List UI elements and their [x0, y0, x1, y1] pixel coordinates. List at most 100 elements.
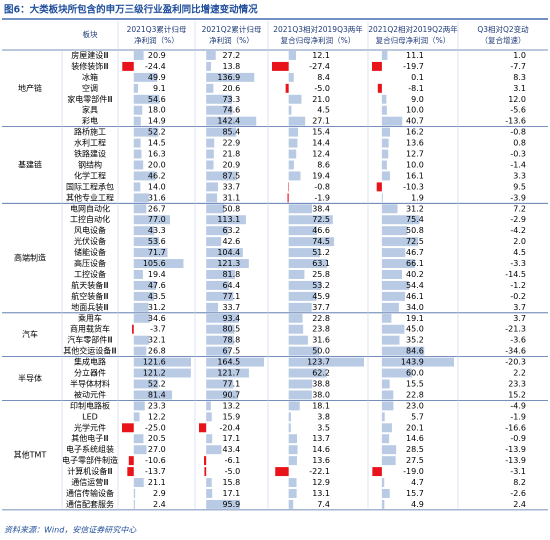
data-bar: [288, 51, 297, 60]
data-bar: [206, 478, 212, 487]
cell-value: -14.5: [505, 270, 526, 279]
cell-value: 19.4: [312, 171, 330, 180]
source-note: 资料来源：Wind，安信证券研究中心: [4, 526, 137, 535]
row-label: 装修装饰Ⅲ: [71, 61, 109, 71]
cell-value: 71.7: [148, 248, 166, 257]
data-bar: [288, 259, 328, 268]
header-label: 2021Q2累计归母: [202, 24, 262, 34]
data-bar: [133, 105, 143, 115]
data-bar: [288, 248, 320, 258]
data-bar: [381, 105, 387, 115]
cell-value: 136.9: [217, 73, 240, 82]
data-bar: [206, 390, 239, 400]
header-label: 2021Q3相对2019Q3两年: [273, 24, 363, 34]
data-bar: [381, 324, 405, 334]
row-label: 风电设备: [74, 225, 106, 235]
data-bar: [133, 72, 158, 82]
header-label: 复合归母净利润（%）: [281, 35, 356, 45]
cell-value: 34.0: [406, 303, 424, 312]
data-bar: [288, 138, 298, 148]
data-bar: [372, 467, 382, 477]
data-bar: [381, 291, 405, 301]
cell-value: 121.7: [217, 369, 240, 378]
cell-value: 46.7: [406, 248, 424, 257]
cell-value: -6.1: [225, 456, 241, 465]
cell-value: 14.5: [148, 139, 166, 148]
cell-value: 37.7: [312, 303, 330, 312]
data-bar: [133, 226, 155, 236]
cell-value: 15.9: [222, 412, 240, 421]
data-bar: [381, 215, 420, 225]
data-bar: [133, 149, 142, 159]
row-label: 路桥施工: [74, 127, 106, 137]
cell-value: 60.0: [406, 369, 424, 378]
data-bar: [381, 160, 387, 170]
cell-value: -13.7: [145, 467, 166, 476]
cell-value: 25.8: [312, 270, 330, 279]
cell-value: 12.7: [406, 150, 424, 159]
cell-value: -20.3: [505, 358, 526, 367]
cell-value: 54.4: [406, 281, 424, 290]
cell-value: 93.4: [222, 314, 240, 323]
cell-value: 23.3: [508, 379, 526, 388]
data-bar: [381, 412, 385, 422]
cell-value: 13.7: [312, 434, 330, 443]
data-bar: [381, 445, 397, 455]
data-bar: [381, 368, 412, 378]
cell-value: -3.3: [510, 259, 526, 268]
data-bar: [381, 280, 410, 290]
group-label: 基建链: [18, 159, 42, 169]
cell-value: 20.9: [222, 160, 240, 169]
data-bar: [381, 193, 383, 203]
cell-value: 21.8: [222, 150, 240, 159]
cell-value: 5.7: [411, 412, 424, 421]
data-bar: [381, 248, 406, 258]
data-bar: [133, 499, 135, 509]
cell-value: 43.5: [148, 292, 166, 301]
cell-value: 17.1: [222, 489, 240, 498]
row-label: 通信运营Ⅲ: [71, 477, 109, 487]
cell-value: -25.0: [145, 423, 166, 432]
data-bar: [133, 270, 143, 279]
cell-value: 7.4: [317, 500, 330, 509]
data-bar: [133, 357, 191, 367]
cell-value: 52.2: [148, 128, 166, 137]
cell-value: -4.2: [510, 226, 526, 235]
cell-value: -21.3: [505, 325, 526, 334]
cell-value: -24.4: [145, 62, 166, 71]
cell-value: 12.4: [312, 150, 330, 159]
row-label: 空调: [82, 83, 98, 93]
cell-value: 2.0: [513, 237, 526, 246]
row-label: 家具: [82, 105, 98, 115]
cell-value: 2.4: [513, 500, 526, 509]
data-bar: [288, 291, 317, 301]
cell-value: 20.0: [148, 160, 166, 169]
cell-value: -7.7: [510, 62, 526, 71]
cell-value: 4.7: [411, 478, 424, 487]
cell-value: 45.0: [406, 325, 424, 334]
cell-value: 46.6: [312, 226, 330, 235]
header-label: 板块: [83, 29, 98, 39]
cell-value: -4.9: [510, 401, 526, 410]
cell-value: 46.1: [406, 292, 424, 301]
cell-value: 74.6: [222, 106, 240, 115]
cell-value: 43.3: [148, 226, 166, 235]
cell-value: -1.9: [314, 193, 330, 202]
data-bar: [288, 412, 291, 422]
cell-value: 14.9: [148, 117, 166, 126]
cell-value: 20.6: [222, 84, 240, 93]
cell-value: 67.5: [222, 347, 240, 356]
data-bar: [381, 116, 403, 126]
row-label: 通信传输设备: [66, 488, 114, 498]
row-label: 电子系统组装: [66, 444, 114, 454]
cell-value: -1.4: [510, 160, 526, 169]
row-label: 其他专业工程: [66, 192, 114, 202]
cell-value: 15.2: [508, 390, 526, 399]
data-bar: [206, 61, 212, 71]
cell-value: 40.2: [406, 270, 424, 279]
data-bar: [206, 412, 212, 422]
data-bar: [288, 105, 292, 115]
row-label: 地面兵装Ⅲ: [71, 302, 109, 312]
cell-value: 3.7: [513, 314, 526, 323]
cell-value: 49.9: [148, 73, 166, 82]
